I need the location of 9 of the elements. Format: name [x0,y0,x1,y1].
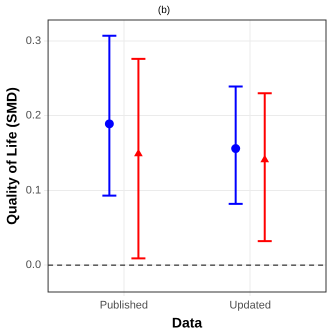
chart-title: (b) [158,4,170,16]
y-tick-label: 0.1 [26,184,42,196]
y-axis-title: Quality of Life (SMD) [3,87,20,225]
x-tick-label: Updated [229,300,272,312]
y-tick-label: 0.3 [26,34,42,47]
x-tick-label: Published [100,300,148,312]
x-axis-title: Data [172,314,202,330]
y-tick-label: 0.0 [26,259,42,272]
y-tick-label: 0.2 [26,110,42,122]
